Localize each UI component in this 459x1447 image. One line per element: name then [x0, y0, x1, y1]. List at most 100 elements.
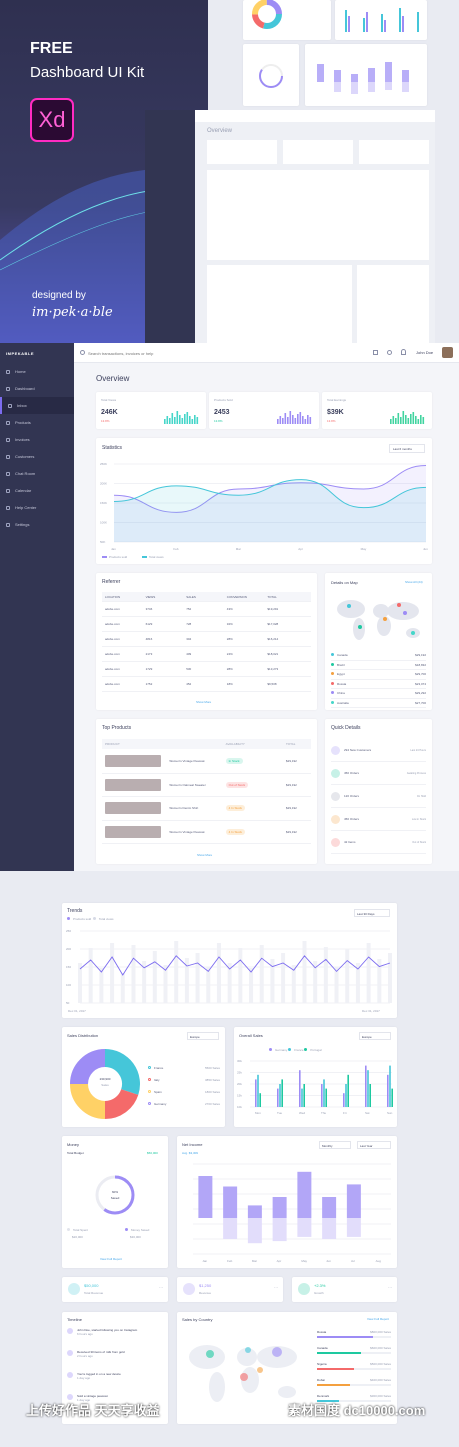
avatar[interactable] — [442, 347, 453, 358]
spark-bar — [415, 416, 417, 424]
series-area — [114, 479, 426, 542]
sales-country-link[interactable]: View Full Report — [367, 1317, 389, 1321]
top-products-header: PRODUCT AVAILABILITY TOTAL — [102, 739, 311, 749]
quick-detail-row[interactable]: 42 Items Out of Stock — [331, 831, 426, 854]
net-income-title: Net Income — [182, 1142, 203, 1147]
statistics-range-select[interactable]: Last 6 months — [389, 444, 425, 453]
y-tick-label: 50 — [66, 1001, 70, 1005]
quick-detail-row[interactable]: 120 Orders On Hold — [331, 785, 426, 808]
spark-bar — [299, 412, 302, 424]
search-input[interactable] — [88, 348, 228, 358]
money-saved-value: $30,000 — [130, 1235, 141, 1239]
product-row[interactable]: Women's Oatmeal Sweater Out of Stock $29,1… — [102, 774, 311, 797]
overall-bar — [321, 1084, 323, 1107]
more-icon[interactable]: ··· — [388, 1285, 392, 1290]
table-row[interactable]: adobe.com 2173 409 24% $18,021 — [102, 647, 311, 662]
spark-bar — [181, 418, 184, 424]
sidebar-item-inbox[interactable]: Inbox — [0, 397, 74, 414]
product-row[interactable]: Women's Vintage Peacoat 4 In Stock $29,192 — [102, 821, 311, 844]
country-progress-fill — [317, 1384, 351, 1386]
preview-income-card — [305, 44, 427, 106]
product-row[interactable]: Women's Vintage Peacoat In Stock $29,192 — [102, 750, 311, 774]
trend-bar — [238, 948, 243, 1003]
quick-detail-row[interactable]: 294 New Customers Last 24 Hours — [331, 739, 426, 762]
spark-bar — [191, 419, 194, 424]
overall-bar — [299, 1070, 301, 1107]
nav-icon — [6, 369, 10, 374]
search-global-icon[interactable] — [387, 350, 392, 355]
x-tick-label: Apr — [277, 1259, 282, 1263]
year-select[interactable]: Last Year — [357, 1141, 391, 1149]
preview-sales-card — [243, 0, 331, 40]
sales-country-title: Sales by Country — [182, 1317, 213, 1322]
products-show-more[interactable]: Show More — [197, 853, 213, 857]
sidebar-item-settings[interactable]: Settings — [0, 516, 74, 533]
brand-name: im·pek·a·ble — [32, 305, 113, 320]
sidebar-item-home[interactable]: Home — [0, 363, 74, 380]
money-report-link[interactable]: View Full Report — [100, 1257, 122, 1261]
table-row[interactable]: adobe.com 4816 304 28% $16,214 — [102, 632, 311, 647]
user-name[interactable]: John Doe — [416, 350, 434, 355]
overall-bar — [343, 1093, 345, 1107]
grid-icon[interactable] — [373, 350, 378, 355]
sidebar-item-products[interactable]: Products — [0, 414, 74, 431]
table-row[interactable]: adobe.com 1752 452 18% $9,508 — [102, 677, 311, 692]
country-dot — [331, 691, 334, 695]
quick-icon — [331, 791, 340, 801]
watermark-left: 上传好作品 天天享收益 — [26, 1403, 160, 1418]
spark-bar — [292, 415, 294, 424]
spark-bar — [417, 419, 420, 424]
spent-value: $20,000 — [72, 1235, 83, 1239]
sales-donut — [70, 1049, 140, 1119]
quick-detail-row[interactable]: 450 Orders Awaiting Process — [331, 762, 426, 785]
table-row[interactable]: adobe.com 1729 530 28% $13,273 — [102, 662, 311, 677]
country-progress-track — [317, 1368, 391, 1370]
trends-range-select[interactable]: Last 30 Days — [354, 909, 390, 917]
trend-bar — [345, 949, 350, 1003]
net-income-chart: Jan Feb Mar Apr May Jun Jul Aug — [193, 1163, 391, 1263]
stat-card: Total Earnings $39K 13.8% — [322, 392, 432, 429]
sidebar-item-label: Customers — [15, 454, 35, 459]
free-label: FREE — [30, 40, 73, 57]
stat-label: Products Sold — [214, 398, 233, 402]
sidebar-item-calendar[interactable]: Calendar — [0, 482, 74, 499]
search-icon[interactable] — [80, 350, 85, 355]
sidebar-item-customers[interactable]: Customers — [0, 448, 74, 465]
stock-badge: 4 In Stock — [225, 805, 246, 812]
timeline-title: Timeline — [67, 1317, 82, 1322]
trend-bar — [259, 945, 264, 1003]
trend-bar — [366, 943, 371, 1003]
x-tick-label: Mon — [255, 1111, 261, 1115]
quick-detail-row[interactable]: 450 Orders Low in Stock — [331, 808, 426, 831]
bell-icon[interactable] — [401, 349, 406, 355]
sidebar-item-chat-room[interactable]: Chat Room — [0, 465, 74, 482]
mini-stat-label: Growth — [314, 1291, 324, 1295]
product-row[interactable]: Women's Denim Shirt 4 In Stock $29,192 — [102, 797, 311, 821]
y-tick-label: 150K — [100, 501, 107, 505]
more-icon[interactable]: ··· — [274, 1285, 278, 1290]
sidebar-item-help-center[interactable]: Help Center — [0, 499, 74, 516]
stat-label: Total Earnings — [327, 398, 347, 402]
spark-bar — [402, 411, 405, 424]
more-icon[interactable]: ··· — [159, 1285, 163, 1290]
x-tick-label: Jun — [326, 1259, 331, 1263]
map-link[interactable]: Show All (24) — [405, 580, 423, 584]
trends-card: Trends Products sold Total views Last 30… — [62, 903, 397, 1018]
sales-region-select[interactable]: Europe — [187, 1032, 219, 1040]
money-pct: 60% — [111, 1190, 118, 1194]
overall-region-select[interactable]: Europe — [359, 1032, 391, 1040]
table-row[interactable]: adobe.com 3746 752 43% $19,291 — [102, 602, 311, 617]
nav-icon — [6, 522, 10, 527]
period-select[interactable]: Monthly — [319, 1141, 351, 1149]
mini-stat-label: Revenue — [199, 1291, 212, 1295]
sidebar-item-invoices[interactable]: Invoices — [0, 431, 74, 448]
product-thumbnail — [105, 825, 162, 838]
stat-card: Products Sold 2453 13.8% — [209, 392, 319, 429]
stock-badge: 4 In Stock — [225, 828, 246, 835]
referrer-show-more[interactable]: Show More — [196, 700, 212, 704]
table-row[interactable]: adobe.com 6129 728 32% $17,028 — [102, 617, 311, 632]
overall-bar — [347, 1074, 349, 1107]
trends-title: Trends — [67, 908, 83, 914]
sidebar-item-dashboard[interactable]: Dashboard — [0, 380, 74, 397]
spent-label: Total Spent — [73, 1228, 89, 1232]
